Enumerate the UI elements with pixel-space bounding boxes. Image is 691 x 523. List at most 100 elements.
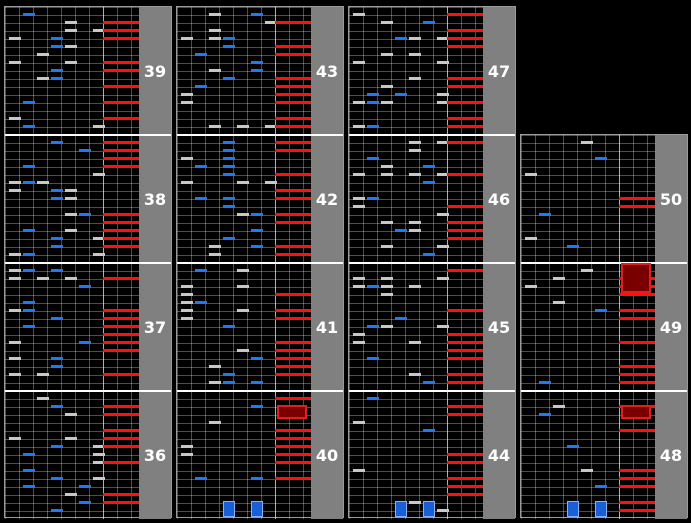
scratch-note [447, 477, 483, 480]
measure-number: 45 [483, 263, 515, 391]
scratch-note [275, 213, 311, 216]
scratch-note [275, 149, 311, 152]
note [65, 413, 77, 416]
note [93, 477, 105, 480]
measure[interactable]: 43 [177, 7, 343, 135]
scratch-note [619, 317, 655, 320]
measure[interactable]: 41 [177, 262, 343, 391]
note [353, 101, 365, 104]
note [51, 317, 63, 320]
note [65, 197, 77, 200]
note [223, 77, 235, 80]
note [181, 157, 193, 160]
measure[interactable]: 48 [521, 390, 687, 519]
note [65, 21, 77, 24]
note [265, 181, 277, 184]
note [51, 69, 63, 72]
note [9, 117, 21, 120]
note [381, 173, 393, 176]
note [581, 141, 593, 144]
scratch-note [103, 237, 139, 240]
measure[interactable]: 50 [521, 135, 687, 263]
measure-number: 47 [483, 7, 515, 135]
scratch-note [275, 117, 311, 120]
note [409, 173, 421, 176]
scratch-note [275, 189, 311, 192]
scratch-note [275, 293, 311, 296]
note [195, 301, 207, 304]
measure-line [177, 134, 343, 136]
note [223, 205, 235, 208]
note [251, 357, 263, 360]
measure[interactable]: 42 [177, 134, 343, 263]
scratch-note [447, 29, 483, 32]
scratch-note [619, 205, 655, 208]
note [381, 221, 393, 224]
measure[interactable]: 38 [5, 134, 171, 263]
note [367, 325, 379, 328]
note [567, 245, 579, 248]
scratch-note [619, 501, 655, 504]
note [37, 77, 49, 80]
scratch-note [103, 317, 139, 320]
measure-line [5, 390, 171, 392]
note [409, 285, 421, 288]
note [237, 213, 249, 216]
note [367, 157, 379, 160]
measure[interactable]: 40 [177, 390, 343, 519]
note [409, 341, 421, 344]
scratch-note [275, 253, 311, 256]
note [423, 21, 435, 24]
note [437, 277, 449, 280]
measure[interactable]: 36 [5, 390, 171, 519]
note [195, 53, 207, 56]
note [181, 453, 193, 456]
measure[interactable]: 47 [349, 7, 515, 135]
note [423, 381, 435, 384]
measure[interactable]: 39 [5, 7, 171, 135]
measure-line [349, 262, 515, 264]
note [367, 125, 379, 128]
scratch-note [275, 53, 311, 56]
scratch-note [447, 141, 483, 144]
note [367, 357, 379, 360]
scratch-note [103, 309, 139, 312]
hold-note [277, 405, 307, 419]
note [37, 53, 49, 56]
scratch-note [447, 101, 483, 104]
measure-number: 49 [655, 263, 687, 391]
scratch-note [275, 317, 311, 320]
note [51, 197, 63, 200]
note [223, 373, 235, 376]
note [237, 349, 249, 352]
scratch-note [447, 237, 483, 240]
note [381, 101, 393, 104]
scratch-note [275, 349, 311, 352]
measure-number: 38 [139, 135, 171, 263]
note [367, 397, 379, 400]
scratch-note [103, 501, 139, 504]
scratch-note [619, 373, 655, 376]
note [37, 277, 49, 280]
measure[interactable]: 45 [349, 262, 515, 391]
measure[interactable]: 49 [521, 262, 687, 391]
measure[interactable]: 37 [5, 262, 171, 391]
note [23, 13, 35, 16]
measure[interactable]: 46 [349, 134, 515, 263]
note [553, 277, 565, 280]
scratch-note [275, 373, 311, 376]
scratch-note [103, 149, 139, 152]
note [195, 197, 207, 200]
note [23, 309, 35, 312]
scratch-note [447, 205, 483, 208]
note [437, 325, 449, 328]
scratch-note [619, 469, 655, 472]
scratch-note [103, 157, 139, 160]
note [223, 197, 235, 200]
note [65, 29, 77, 32]
lane-grid [177, 263, 311, 391]
note [409, 229, 421, 232]
note [437, 245, 449, 248]
measure[interactable]: 44 [349, 390, 515, 519]
